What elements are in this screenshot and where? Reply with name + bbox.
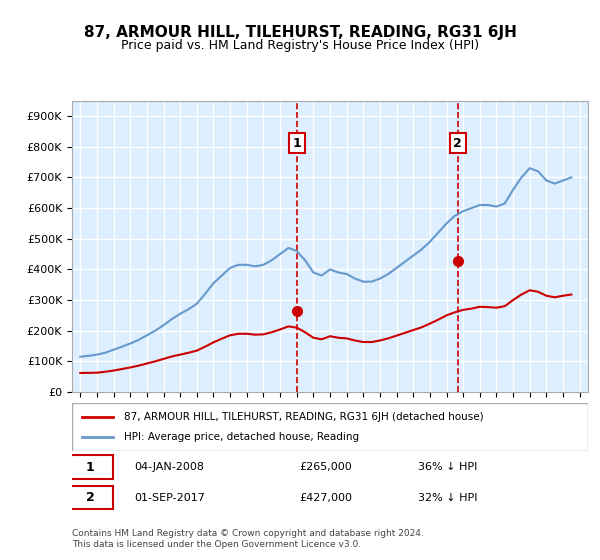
- Text: £265,000: £265,000: [299, 462, 352, 472]
- Text: Price paid vs. HM Land Registry's House Price Index (HPI): Price paid vs. HM Land Registry's House …: [121, 39, 479, 52]
- Text: 87, ARMOUR HILL, TILEHURST, READING, RG31 6JH: 87, ARMOUR HILL, TILEHURST, READING, RG3…: [83, 25, 517, 40]
- Text: 2: 2: [86, 491, 94, 504]
- Text: £427,000: £427,000: [299, 493, 352, 503]
- Text: 04-JAN-2008: 04-JAN-2008: [134, 462, 204, 472]
- FancyBboxPatch shape: [67, 455, 113, 479]
- Text: 1: 1: [86, 461, 94, 474]
- Text: 1: 1: [293, 137, 302, 150]
- FancyBboxPatch shape: [72, 403, 588, 451]
- FancyBboxPatch shape: [67, 486, 113, 510]
- Text: 2: 2: [453, 137, 462, 150]
- Text: 01-SEP-2017: 01-SEP-2017: [134, 493, 205, 503]
- Text: HPI: Average price, detached house, Reading: HPI: Average price, detached house, Read…: [124, 432, 359, 442]
- Text: 87, ARMOUR HILL, TILEHURST, READING, RG31 6JH (detached house): 87, ARMOUR HILL, TILEHURST, READING, RG3…: [124, 412, 483, 422]
- Text: 32% ↓ HPI: 32% ↓ HPI: [418, 493, 477, 503]
- Text: 36% ↓ HPI: 36% ↓ HPI: [418, 462, 477, 472]
- Text: Contains HM Land Registry data © Crown copyright and database right 2024.
This d: Contains HM Land Registry data © Crown c…: [72, 529, 424, 549]
